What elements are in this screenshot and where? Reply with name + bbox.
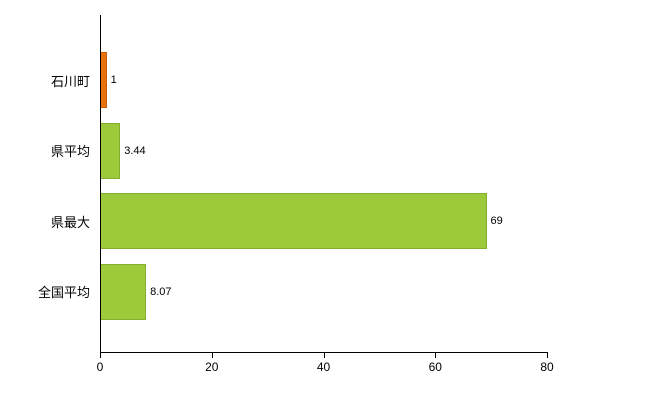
bar-1 [101, 122, 121, 179]
bar-0 [101, 52, 107, 109]
bars-area: 1 3.44 69 8.07 [101, 45, 548, 327]
bar-2 [101, 193, 487, 250]
category-label: 県平均 [50, 144, 90, 160]
category-label: 全国平均 [37, 285, 90, 301]
x-tick-label: 60 [428, 360, 442, 374]
x-tick-label: 40 [316, 360, 331, 374]
bar-row: 1 [101, 45, 548, 116]
x-tick-label: 20 [205, 360, 219, 374]
category-label: 県最大 [50, 214, 90, 230]
x-tick-mark [100, 353, 101, 358]
x-tick-mark [211, 353, 213, 358]
value-label: 8.07 [150, 285, 172, 298]
x-axis: 0 20 40 60 80 [96, 353, 554, 383]
x-tick-mark [323, 353, 325, 358]
x-tick-label: 0 [96, 360, 104, 374]
bar-3 [101, 263, 147, 320]
y-axis-category-labels: 石川町県平均県最大全国平均 [0, 45, 94, 327]
category-label: 石川町 [50, 73, 90, 89]
x-tick-mark [547, 353, 548, 358]
bar-row: 69 [101, 186, 548, 257]
plot-area: 1 3.44 69 8.07 [100, 15, 548, 353]
x-tick-mark [435, 353, 437, 358]
value-label: 69 [490, 215, 503, 228]
bar-row: 8.07 [101, 257, 548, 328]
value-label: 3.44 [124, 144, 146, 157]
x-tick-label: 80 [540, 360, 554, 374]
value-label: 1 [110, 74, 117, 87]
bar-row: 3.44 [101, 116, 548, 187]
